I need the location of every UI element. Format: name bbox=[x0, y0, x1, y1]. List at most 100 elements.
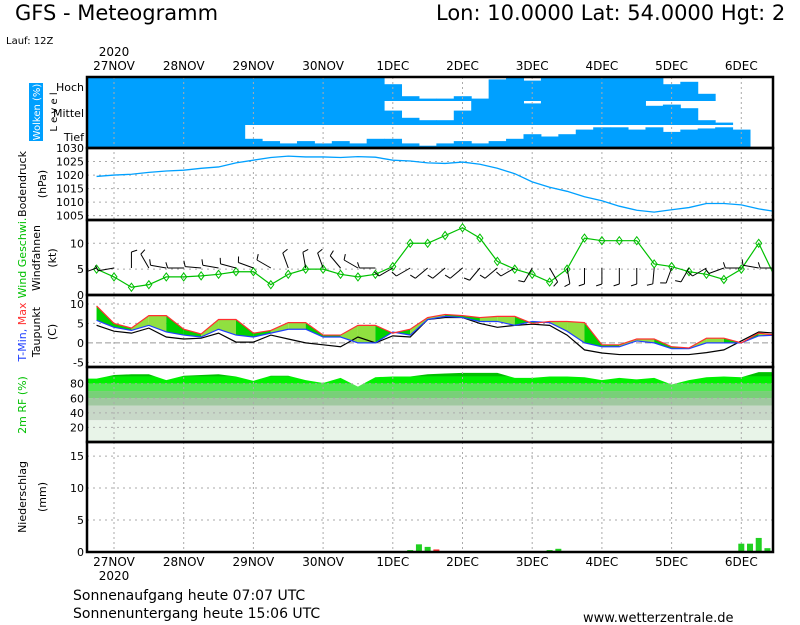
cloud-cell-high bbox=[418, 98, 437, 101]
humidity-band bbox=[87, 383, 773, 392]
wind-barb-feather bbox=[564, 283, 571, 288]
top-date-label: 6DEC bbox=[725, 59, 758, 73]
cloud-cell-low bbox=[662, 131, 681, 148]
cloud-cell-mid bbox=[209, 101, 228, 125]
wind-speed-marker bbox=[424, 238, 432, 249]
wind-barb bbox=[415, 267, 428, 279]
wind-barb bbox=[680, 267, 690, 283]
wind-barb-feather bbox=[687, 271, 693, 277]
bottom-date-label: 6DEC bbox=[725, 555, 758, 569]
cloud-cell-low bbox=[680, 129, 699, 148]
cloud-cell-high bbox=[506, 77, 524, 101]
cloud-cell-low bbox=[105, 125, 124, 148]
cloud-cell-low bbox=[122, 125, 141, 148]
website-link[interactable]: www.wetterzentrale.de bbox=[583, 611, 733, 625]
wind-barb bbox=[256, 259, 272, 269]
bottom-date-label: 29NOV bbox=[233, 555, 275, 569]
cloud-cell-mid bbox=[331, 101, 350, 125]
wind-barb bbox=[396, 267, 411, 277]
wind-barb bbox=[523, 267, 533, 283]
temperature-range-fill bbox=[288, 322, 306, 330]
wind-speed-marker bbox=[667, 261, 676, 272]
cloud-cell-low bbox=[174, 125, 193, 148]
cloud-cell-low bbox=[715, 127, 734, 148]
cloud-cell-mid bbox=[645, 105, 664, 125]
wind-speed-marker bbox=[162, 272, 170, 282]
pressure-unit: (hPa) bbox=[36, 170, 49, 198]
cloud-cell-low bbox=[366, 138, 385, 148]
cloud-cell-mid bbox=[192, 101, 211, 125]
bottom-date-label: 3DEC bbox=[516, 555, 549, 569]
pressure-label: Bodendruck bbox=[16, 150, 29, 217]
cloud-cell-low bbox=[314, 143, 333, 148]
cloud-cell-low bbox=[349, 143, 368, 148]
temperature-range-fill bbox=[235, 319, 254, 338]
cloud-cell-low bbox=[157, 125, 176, 148]
cloud-cell-low bbox=[488, 141, 507, 148]
y-tick-temperature: -5 bbox=[73, 356, 84, 369]
wind-barb-feather bbox=[463, 277, 470, 281]
wind-unit: (kt) bbox=[46, 248, 59, 267]
wind-speed-marker bbox=[214, 269, 223, 280]
humidity-band bbox=[87, 372, 773, 377]
wind-speed-marker bbox=[127, 282, 136, 293]
cloud-cell-mid bbox=[488, 101, 507, 125]
y-tick-wind: 5 bbox=[77, 263, 84, 276]
y-tick-pressure: 1020 bbox=[56, 169, 84, 182]
cloud-cell-mid bbox=[349, 101, 368, 125]
cloud-cell-high bbox=[349, 77, 368, 101]
precipitation-unit: (mm) bbox=[36, 482, 49, 512]
cloud-cell-high bbox=[157, 77, 176, 101]
cloud-cell-mid bbox=[262, 101, 281, 125]
panel-frame-pressure bbox=[85, 146, 775, 222]
cloud-cell-high bbox=[140, 77, 159, 101]
dewpoint-label: Taupunkt bbox=[30, 306, 43, 358]
wind-barb-feather bbox=[704, 268, 710, 274]
wind-barb-feather bbox=[479, 274, 486, 279]
wind-speed-marker bbox=[336, 269, 345, 280]
cloud-cell-high bbox=[279, 77, 298, 101]
sunrise-text: Sonnenaufgang heute 07:07 UTC bbox=[73, 588, 305, 604]
cloud-cell-mid bbox=[471, 101, 490, 125]
temperature-range-fill bbox=[567, 321, 585, 343]
cloud-cell-high bbox=[192, 77, 211, 101]
wind-barb-feather bbox=[646, 283, 653, 286]
cloud-cell-mid bbox=[558, 101, 577, 125]
cloud-cell-low bbox=[558, 134, 577, 148]
cloud-cell-mid bbox=[540, 101, 559, 125]
wind-barb-feather bbox=[596, 283, 603, 287]
humidity-band bbox=[87, 420, 773, 442]
bottom-date-label: 4DEC bbox=[585, 555, 618, 569]
cloud-cell-mid bbox=[279, 101, 298, 125]
cloud-cell-low bbox=[453, 141, 472, 148]
cloud-cell-high bbox=[523, 80, 542, 101]
wind-barb-feather bbox=[553, 281, 558, 287]
cloud-cell-low bbox=[140, 125, 159, 148]
cloud-cell-low bbox=[87, 125, 106, 148]
cloud-cell-mid bbox=[662, 104, 681, 125]
wind-barb bbox=[742, 264, 759, 269]
wind-barb-feather bbox=[757, 262, 761, 269]
cloud-level-hoch: Hoch bbox=[56, 81, 84, 94]
wind-barb bbox=[140, 253, 150, 269]
pressure-line bbox=[96, 155, 773, 213]
cloud-cell-low bbox=[331, 141, 350, 148]
wind-barb-feather bbox=[149, 259, 152, 266]
bottom-date-label: 30NOV bbox=[302, 555, 344, 569]
cloud-cell-mid bbox=[296, 101, 315, 125]
cloud-cell-mid bbox=[157, 101, 176, 125]
sunset-text: Sonnenuntergang heute 15:06 UTC bbox=[73, 606, 320, 622]
wind-barb-feather bbox=[518, 280, 525, 283]
wind-barb bbox=[449, 267, 463, 279]
wind-barb-feather bbox=[675, 280, 682, 283]
wind-speed-marker bbox=[598, 235, 606, 246]
humidity-band bbox=[87, 398, 773, 406]
temperature-unit: (C) bbox=[46, 324, 59, 340]
wind-speed-marker bbox=[110, 272, 118, 282]
wind-speed-marker bbox=[528, 269, 536, 280]
cloud-cell-mid bbox=[575, 101, 594, 125]
cloud-cell-high bbox=[645, 77, 664, 101]
y-tick-precipitation: 5 bbox=[77, 514, 84, 527]
wind-barb-feather bbox=[613, 283, 620, 287]
